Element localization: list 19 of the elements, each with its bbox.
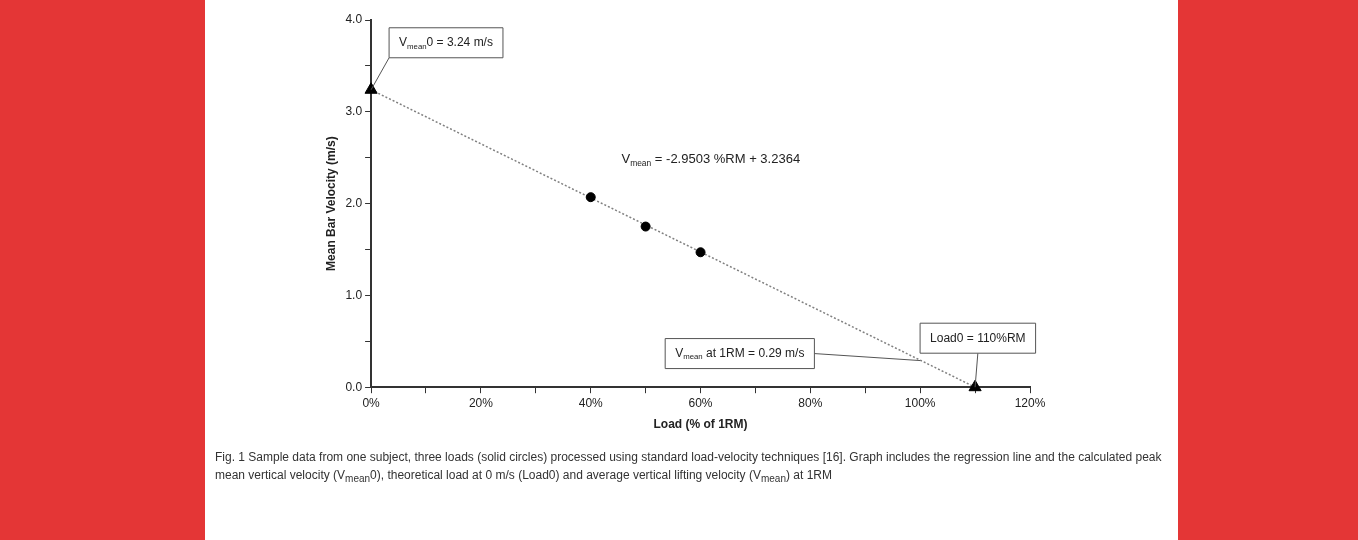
x-axis-title: Load (% of 1RM)	[653, 417, 748, 432]
x-tick-label: 0%	[362, 395, 381, 410]
annotation: Load0 = 110%RM	[930, 330, 1026, 345]
y-tick-label: 4.0	[345, 12, 363, 27]
x-tick-label: 40%	[578, 395, 604, 410]
x-tick-label: 120%	[1014, 395, 1046, 410]
x-tick-label: 20%	[468, 395, 494, 410]
y-tick-label: 3.0	[345, 104, 363, 119]
y-tick-label: 2.0	[345, 195, 363, 210]
x-tick-label: 80%	[798, 395, 823, 410]
point	[695, 247, 706, 258]
point	[585, 192, 596, 203]
y-tick-label: 1.0	[345, 287, 363, 302]
x-tick-label: 100%	[904, 395, 936, 410]
x-tick-label: 60%	[688, 395, 713, 410]
y-axis-title: Mean Bar Velocity (m/s)	[323, 136, 338, 271]
point	[640, 221, 651, 232]
caption: Fig. 1 Sample data from one subject, three loads (solid circles) processed using standard load-velocity techniques [16]. Graph includes the regression line and the calculated peak mean vertical velocity (V$_{mean}$0), theoretical load at 0 m/s (Load0) and average vertical lifting velocity (V$_{mean}$) at 1RM	[215, 449, 1163, 487]
y-tick-label: 0.0	[345, 379, 363, 394]
